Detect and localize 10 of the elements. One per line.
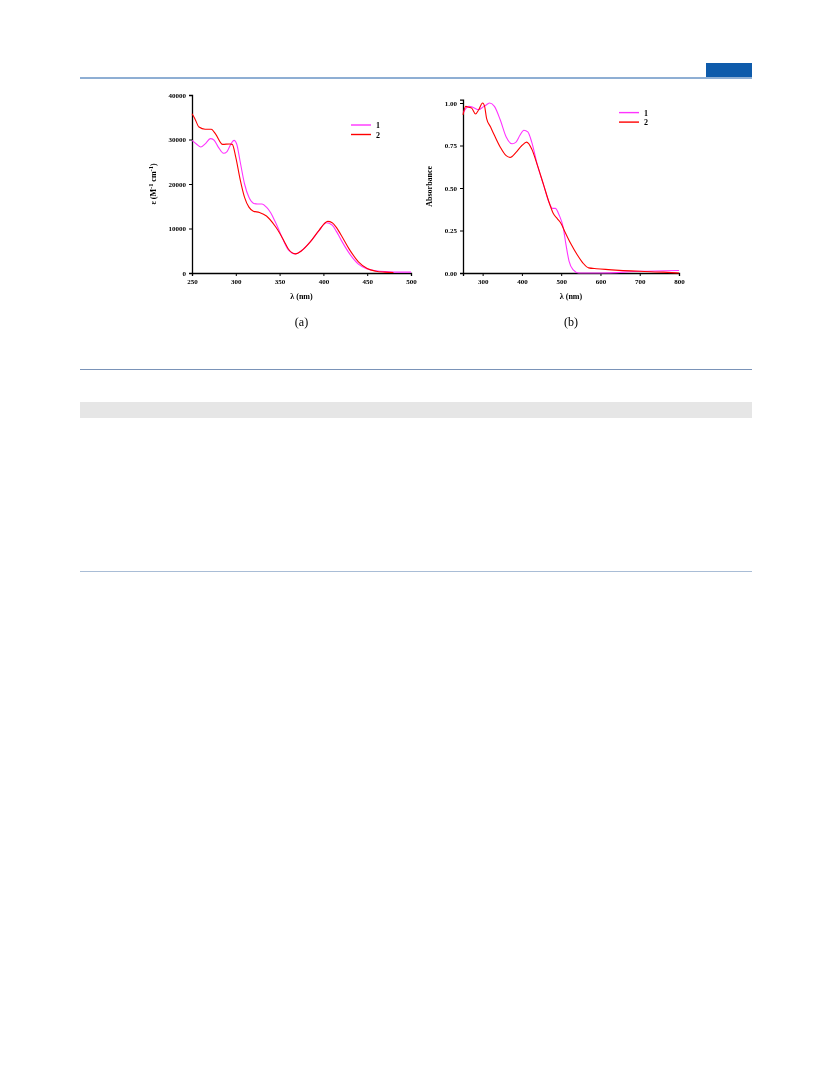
legend-label: 2 (644, 118, 648, 128)
text: (b) (564, 315, 578, 329)
line-series (191, 113, 395, 274)
x-axis-title: λ (nm) (290, 292, 314, 301)
text: (a) (294, 315, 309, 329)
y-axis-title: Absorbance (425, 165, 434, 207)
legend-label: 1 (644, 108, 648, 118)
legend-label: 2 (376, 130, 380, 140)
x-axis-title: λ (nm) (559, 292, 583, 301)
legend-label: 1 (376, 121, 380, 130)
